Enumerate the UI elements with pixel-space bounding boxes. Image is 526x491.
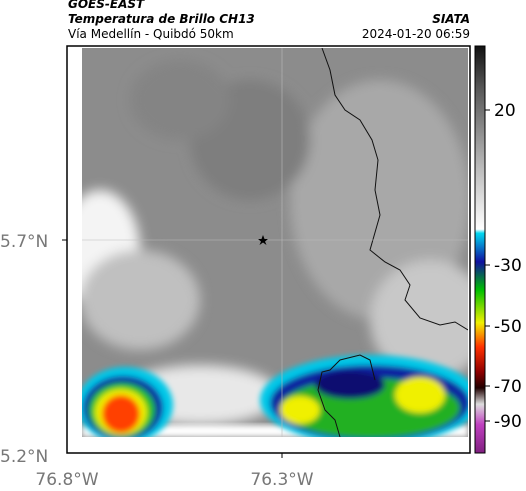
region-title: Vía Medellín - Quibdó 50km: [68, 27, 234, 41]
timestamp: 2024-01-20 06:59: [362, 27, 470, 41]
source-title: GOES-EAST: [68, 0, 145, 11]
colorbar-label: 20: [494, 101, 516, 121]
colorbar: [474, 45, 486, 454]
borders: [317, 48, 468, 437]
product-title: Temperatura de Brillo CH13: [68, 12, 255, 26]
colorbar-label: -90: [494, 412, 522, 432]
map-frame: [66, 45, 471, 454]
location-marker: [258, 235, 268, 245]
colorbar-ticks: 20 -30 -50 -70 -90: [485, 101, 522, 432]
colorbar-label: -50: [494, 317, 522, 337]
lon-label: 76.3°W: [250, 470, 313, 490]
lat-label: 5.7°N: [0, 232, 48, 252]
colorbar-label: -70: [494, 377, 522, 397]
lat-label: 5.2°N: [0, 447, 48, 467]
convective-cells: [82, 355, 468, 437]
satellite-image: [82, 48, 468, 437]
agency-label: SIATA: [432, 12, 470, 26]
lon-label: 76.8°W: [35, 470, 98, 490]
colorbar-label: -30: [494, 256, 522, 276]
